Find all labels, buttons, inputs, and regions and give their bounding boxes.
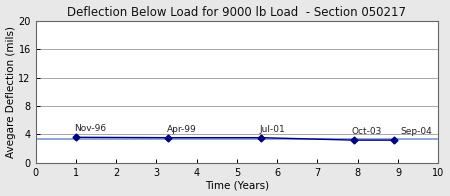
X-axis label: Time (Years): Time (Years) bbox=[205, 181, 269, 191]
Text: Sep-04: Sep-04 bbox=[400, 127, 432, 136]
Title: Deflection Below Load for 9000 lb Load  - Section 050217: Deflection Below Load for 9000 lb Load -… bbox=[68, 5, 406, 19]
Text: Apr-99: Apr-99 bbox=[166, 125, 196, 134]
Text: Oct-03: Oct-03 bbox=[352, 127, 382, 136]
Y-axis label: Avegare Deflection (mils): Avegare Deflection (mils) bbox=[5, 26, 16, 158]
Text: Nov-96: Nov-96 bbox=[74, 124, 106, 133]
Text: Jul-01: Jul-01 bbox=[259, 125, 285, 134]
